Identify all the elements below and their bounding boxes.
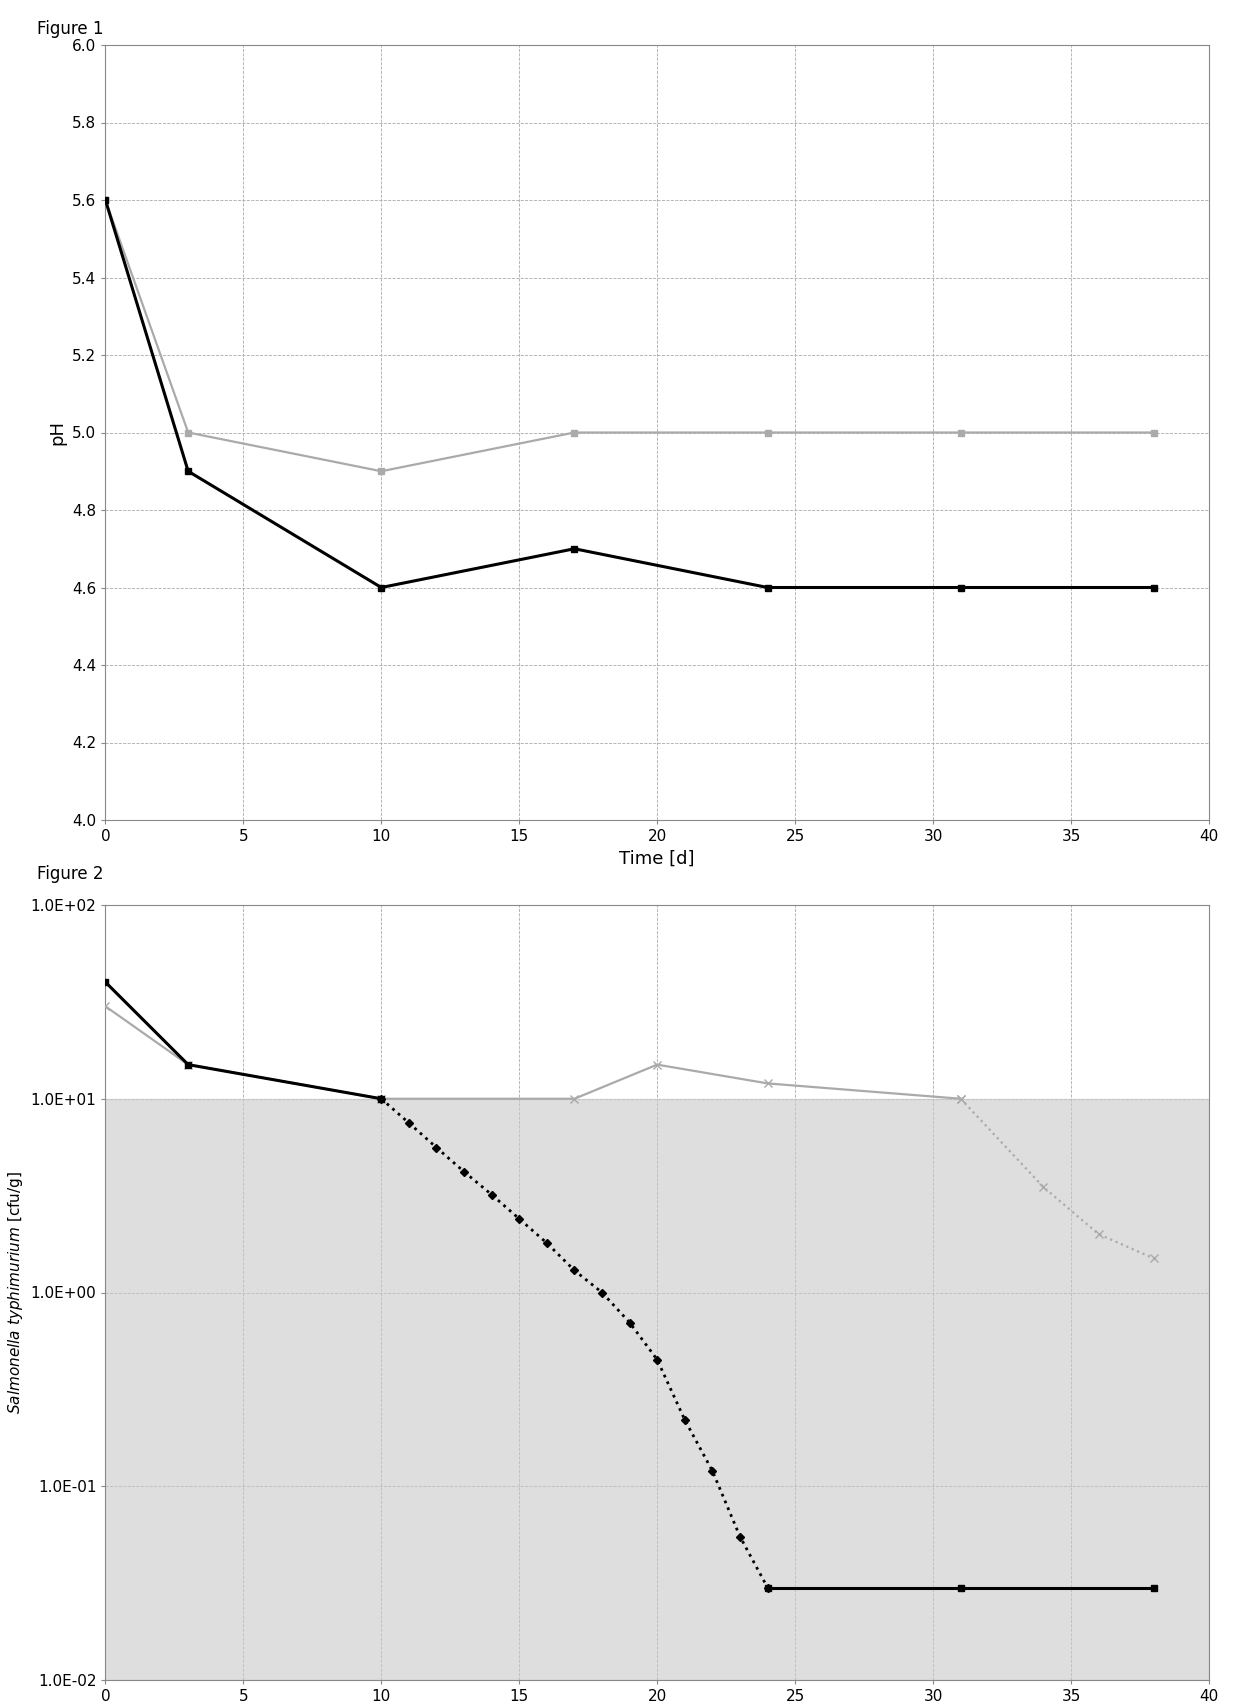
Bar xyxy=(105,1099,1209,1680)
Y-axis label: $\it{Salmonella}$ $\it{typhimurium}$ [cfu/g]: $\it{Salmonella}$ $\it{typhimurium}$ [cf… xyxy=(6,1171,25,1413)
X-axis label: Time [d]: Time [d] xyxy=(620,850,694,867)
Text: Figure 2: Figure 2 xyxy=(37,865,104,883)
Y-axis label: pH: pH xyxy=(48,420,67,446)
Text: Figure 1: Figure 1 xyxy=(37,20,104,38)
